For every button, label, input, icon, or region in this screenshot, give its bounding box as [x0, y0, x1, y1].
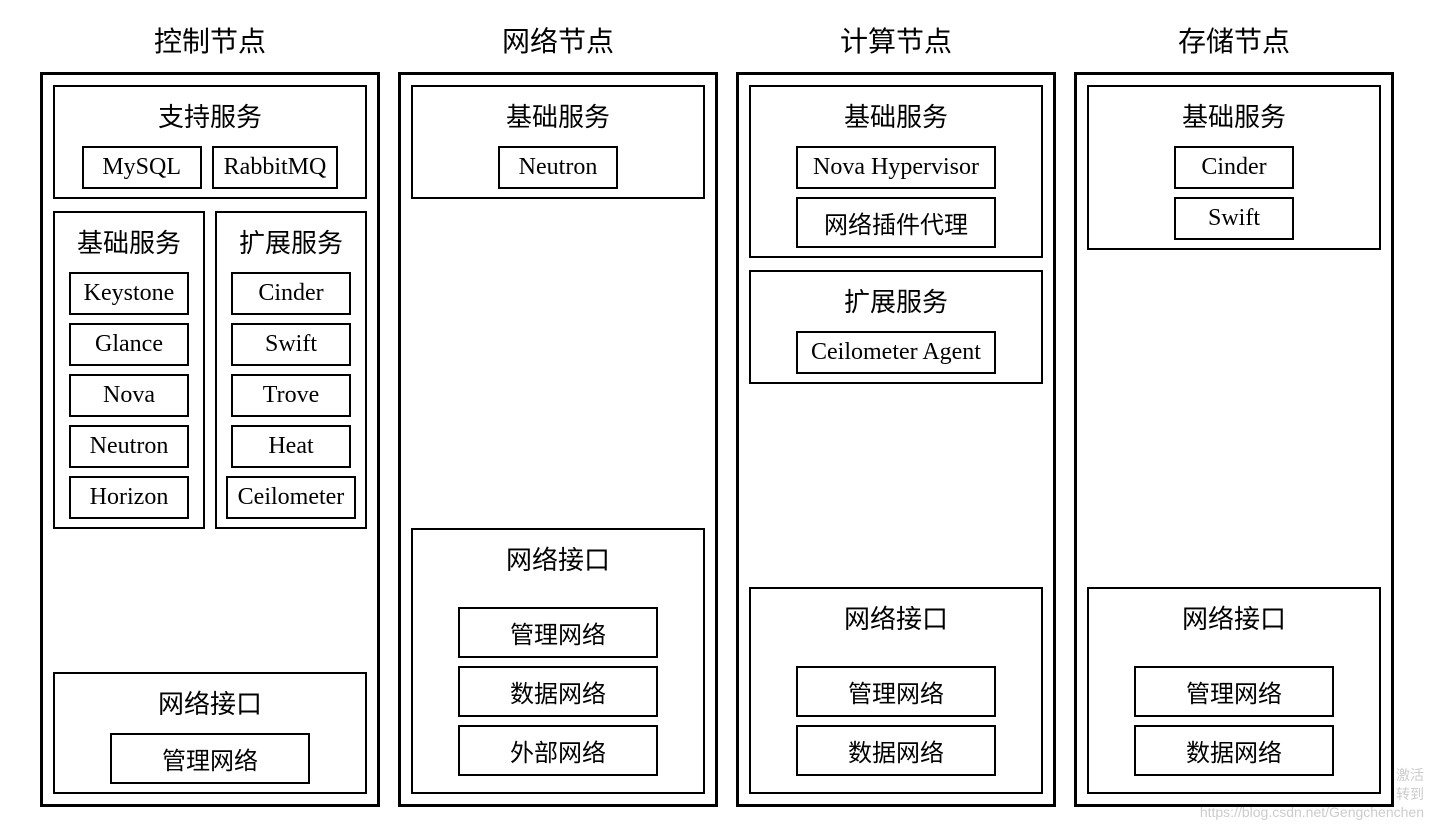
service-item: Glance	[69, 323, 189, 366]
column-title: 计算节点	[840, 20, 952, 60]
column-title: 控制节点	[154, 20, 266, 60]
section-extended: 扩展服务 Ceilometer Agent	[749, 270, 1043, 384]
section-network-if: 网络接口 管理网络	[53, 672, 367, 794]
spacer	[53, 541, 367, 660]
section-network-if: 网络接口 管理网络 数据网络 外部网络	[411, 528, 705, 794]
service-item: Nova Hypervisor	[796, 146, 996, 189]
watermark-line: 转到	[1200, 785, 1424, 803]
service-item: Neutron	[69, 425, 189, 468]
column-control: 控制节点 支持服务 MySQL RabbitMQ 基础服务 Keystone G…	[40, 20, 380, 807]
column-storage: 存储节点 基础服务 Cinder Swift 网络接口 管理网络 数据网络	[1074, 20, 1394, 807]
section-network-if: 网络接口 管理网络 数据网络	[749, 587, 1043, 794]
service-item: Ceilometer Agent	[796, 331, 996, 374]
section-network-if: 网络接口 管理网络 数据网络	[1087, 587, 1381, 794]
watermark-line: 激活	[1200, 766, 1424, 784]
network-item: 管理网络	[1134, 666, 1334, 717]
service-item: Horizon	[69, 476, 189, 519]
node-network: 基础服务 Neutron 网络接口 管理网络 数据网络 外部网络	[398, 72, 718, 807]
section-basic: 基础服务 Keystone Glance Nova Neutron Horizo…	[53, 211, 205, 529]
section-basic: 基础服务 Nova Hypervisor 网络插件代理	[749, 85, 1043, 258]
network-item: 外部网络	[458, 725, 658, 776]
section-basic: 基础服务 Cinder Swift	[1087, 85, 1381, 250]
section-title: 基础服务	[1182, 97, 1286, 134]
network-item: 管理网络	[796, 666, 996, 717]
service-item: MySQL	[82, 146, 202, 189]
section-title: 网络接口	[844, 599, 948, 636]
section-title: 基础服务	[506, 97, 610, 134]
section-title: 扩展服务	[844, 282, 948, 319]
service-item: Cinder	[231, 272, 351, 315]
network-item: 管理网络	[110, 733, 310, 784]
service-item: 网络插件代理	[796, 197, 996, 248]
section-support: 支持服务 MySQL RabbitMQ	[53, 85, 367, 199]
network-item: 数据网络	[796, 725, 996, 776]
network-item: 管理网络	[458, 607, 658, 658]
watermark: 激活 转到 https://blog.csdn.net/Gengchenchen	[1200, 766, 1424, 821]
section-extended: 扩展服务 Cinder Swift Trove Heat Ceilometer	[215, 211, 367, 529]
node-compute: 基础服务 Nova Hypervisor 网络插件代理 扩展服务 Ceilome…	[736, 72, 1056, 807]
column-network: 网络节点 基础服务 Neutron 网络接口 管理网络 数据网络 外部网络	[398, 20, 718, 807]
watermark-line: https://blog.csdn.net/Gengchenchen	[1200, 803, 1424, 821]
service-item: Cinder	[1174, 146, 1294, 189]
section-title: 网络接口	[506, 540, 610, 577]
service-item: Ceilometer	[226, 476, 357, 519]
service-item: Heat	[231, 425, 351, 468]
section-title: 网络接口	[1182, 599, 1286, 636]
column-title: 存储节点	[1178, 20, 1290, 60]
section-title: 网络接口	[158, 684, 262, 721]
service-item: Swift	[1174, 197, 1294, 240]
section-title: 支持服务	[158, 97, 262, 134]
node-control: 支持服务 MySQL RabbitMQ 基础服务 Keystone Glance…	[40, 72, 380, 807]
network-item: 数据网络	[458, 666, 658, 717]
service-item: Nova	[69, 374, 189, 417]
service-item: Trove	[231, 374, 351, 417]
node-storage: 基础服务 Cinder Swift 网络接口 管理网络 数据网络	[1074, 72, 1394, 807]
item-row: MySQL RabbitMQ	[63, 146, 357, 189]
spacer	[749, 396, 1043, 575]
service-item: RabbitMQ	[212, 146, 339, 189]
column-title: 网络节点	[502, 20, 614, 60]
service-item: Keystone	[69, 272, 189, 315]
section-title: 扩展服务	[239, 223, 343, 260]
service-item: Neutron	[498, 146, 618, 189]
column-compute: 计算节点 基础服务 Nova Hypervisor 网络插件代理 扩展服务 Ce…	[736, 20, 1056, 807]
section-title: 基础服务	[844, 97, 948, 134]
section-basic: 基础服务 Neutron	[411, 85, 705, 199]
two-col-row: 基础服务 Keystone Glance Nova Neutron Horizo…	[53, 211, 367, 529]
architecture-diagram: 控制节点 支持服务 MySQL RabbitMQ 基础服务 Keystone G…	[20, 20, 1414, 807]
service-item: Swift	[231, 323, 351, 366]
section-title: 基础服务	[77, 223, 181, 260]
